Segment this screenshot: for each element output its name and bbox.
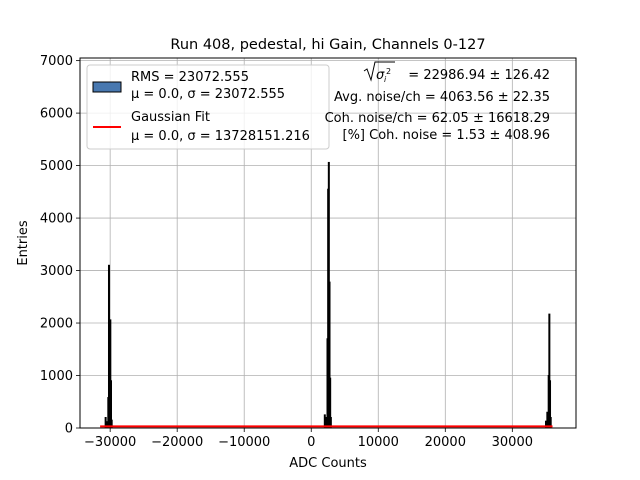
y-tick-label: 7000 [40, 54, 73, 69]
chart-title: Run 408, pedestal, hi Gain, Channels 0-1… [170, 37, 485, 53]
plot-frame [79, 57, 577, 429]
sqrt-sigma-symbol: σ 2 i [363, 61, 395, 84]
y-tick-label: 0 [65, 422, 73, 437]
legend-rms-label: RMS = 23072.555 [131, 70, 249, 85]
x-tick-label: 30000 [492, 435, 533, 450]
x-tick-label: −10000 [218, 435, 270, 450]
y-axis-ticks: 0 1000 2000 3000 4000 5000 6000 7000 [40, 54, 80, 437]
coh-noise-percent-text: [%] Coh. noise = 1.53 ± 408.96 [343, 128, 551, 143]
legend-fit-stats: μ = 0.0, σ = 13728151.216 [131, 129, 310, 144]
y-tick-label: 4000 [40, 212, 73, 227]
x-tick-label: −30000 [84, 435, 136, 450]
legend: RMS = 23072.555 μ = 0.0, σ = 23072.555 G… [86, 64, 330, 150]
svg-text:σ: σ [376, 68, 385, 83]
x-tick-label: 10000 [358, 435, 399, 450]
svg-text:2: 2 [386, 67, 391, 76]
y-tick-label: 2000 [40, 317, 73, 332]
y-tick-label: 6000 [40, 107, 73, 122]
legend-box [86, 64, 330, 150]
x-axis-ticks: −30000 −20000 −10000 0 10000 20000 30000 [84, 428, 533, 450]
y-axis-label: Entries [16, 220, 31, 266]
y-tick-label: 5000 [40, 159, 73, 174]
coh-noise-text: Coh. noise/ch = 62.05 ± 16618.29 [325, 111, 550, 126]
sqrt-noise-value: = 22986.94 ± 126.42 [408, 68, 550, 83]
x-axis-label: ADC Counts [289, 456, 367, 471]
avg-noise-text: Avg. noise/ch = 4063.56 ± 22.35 [334, 90, 550, 105]
x-tick-label: −20000 [151, 435, 203, 450]
x-tick-label: 0 [307, 435, 315, 450]
legend-fit-label: Gaussian Fit [131, 110, 210, 125]
legend-rms-swatch [92, 81, 122, 93]
y-tick-label: 1000 [40, 369, 73, 384]
svg-text:i: i [384, 75, 387, 84]
y-tick-label: 3000 [40, 264, 73, 279]
noise-annotations: σ 2 i = 22986.94 ± 126.42 Avg. noise/ch … [325, 61, 551, 143]
x-tick-label: 20000 [425, 435, 466, 450]
legend-rms-stats: μ = 0.0, σ = 23072.555 [131, 87, 285, 102]
